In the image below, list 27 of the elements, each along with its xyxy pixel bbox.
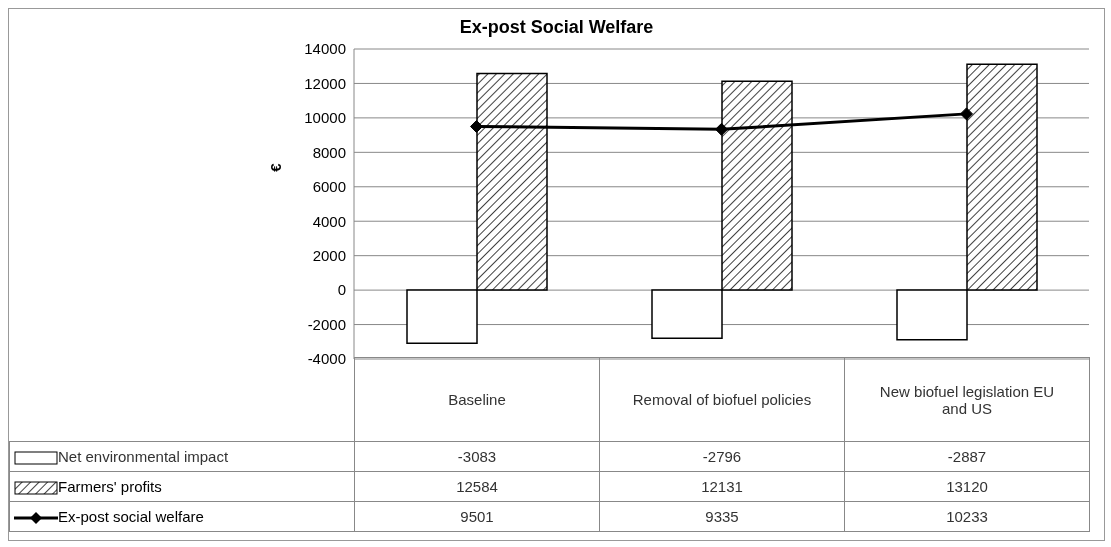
y-tick-label: -2000	[307, 315, 346, 333]
y-axis-title: €	[266, 163, 284, 172]
y-tick-label: 14000	[304, 40, 346, 58]
y-tick-label: 12000	[304, 74, 346, 92]
data-label: -3083	[354, 441, 600, 472]
y-tick-label: 10000	[304, 109, 346, 127]
data-label: 10233	[844, 501, 1090, 532]
data-label: -2887	[844, 441, 1090, 472]
y-tick-label: 8000	[312, 143, 346, 161]
x-tick-label: Baseline	[354, 357, 600, 442]
y-tick-label: 0	[337, 281, 346, 299]
data-label: -2796	[599, 441, 845, 472]
legend-label: Farmers' profits	[58, 477, 162, 495]
legend-label: Net environmental impact	[58, 447, 229, 465]
chart-title: Ex-post Social Welfare	[458, 17, 655, 38]
y-tick-label: 4000	[312, 212, 346, 230]
y-tick-label: -4000	[307, 350, 346, 368]
data-label: 13120	[844, 471, 1090, 502]
x-tick-label: New biofuel legislation EU and US	[844, 357, 1090, 442]
data-label: 9501	[354, 501, 600, 532]
legend-label: Ex-post social welfare	[58, 507, 204, 525]
x-tick-label: Removal of biofuel policies	[599, 357, 845, 442]
data-label: 12131	[599, 471, 845, 502]
y-tick-label: 6000	[312, 178, 346, 196]
data-label: 12584	[354, 471, 600, 502]
y-tick-label: 2000	[312, 246, 346, 264]
data-label: 9335	[599, 501, 845, 532]
